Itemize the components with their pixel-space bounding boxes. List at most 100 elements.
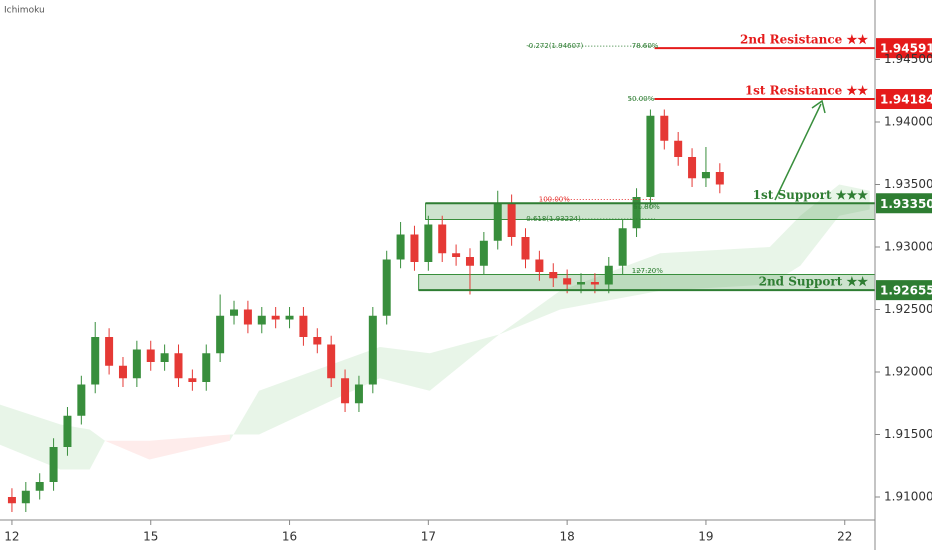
candle-body bbox=[646, 115, 655, 197]
level-name: 1st Support ★★★ bbox=[753, 188, 869, 202]
candle-body bbox=[146, 349, 155, 362]
candle-body bbox=[660, 115, 669, 141]
candle-body bbox=[202, 353, 211, 382]
candle-body bbox=[410, 234, 419, 262]
candle-body bbox=[549, 272, 558, 279]
fib-label: -0.272(1.94607) bbox=[526, 42, 583, 50]
candle-body bbox=[563, 278, 572, 285]
candle-body bbox=[216, 315, 225, 354]
candle-body bbox=[285, 315, 294, 320]
candle-body bbox=[715, 172, 724, 185]
candle-body bbox=[7, 497, 16, 504]
candle-body bbox=[577, 282, 586, 285]
candle-body bbox=[188, 378, 197, 382]
cloud-segment bbox=[660, 247, 770, 291]
candle-body bbox=[465, 257, 474, 266]
candle-body bbox=[118, 365, 127, 379]
candle-body bbox=[35, 482, 44, 491]
candle-body bbox=[174, 353, 183, 379]
level-name: 1st Resistance ★★ bbox=[745, 84, 868, 98]
arrow bbox=[774, 103, 822, 201]
x-tick-label: 19 bbox=[698, 530, 713, 544]
x-tick-label: 18 bbox=[559, 530, 574, 544]
arrow-head bbox=[811, 99, 826, 114]
indicator-label: Ichimoku bbox=[4, 6, 45, 16]
cloud-segment bbox=[104, 440, 150, 460]
fib-label: 100.00% bbox=[539, 196, 570, 204]
candle-body bbox=[674, 140, 683, 157]
candle-body bbox=[132, 349, 141, 379]
level-tag bbox=[876, 89, 932, 109]
candle-body bbox=[368, 315, 377, 385]
fib-label: 78.60% bbox=[632, 42, 659, 50]
cloud-segment bbox=[149, 434, 230, 460]
y-tick-label: 1.94000 bbox=[884, 115, 932, 129]
cloud-segment bbox=[379, 347, 430, 391]
x-tick-label: 16 bbox=[282, 530, 297, 544]
level-name: 2nd Support ★★ bbox=[759, 275, 869, 289]
candle-body bbox=[396, 234, 405, 260]
fib-label: 50.00% bbox=[628, 95, 655, 103]
y-tick-label: 1.91000 bbox=[884, 490, 932, 504]
candle-body bbox=[327, 344, 336, 379]
candle-body bbox=[382, 259, 391, 316]
y-tick-label: 1.92500 bbox=[884, 302, 932, 316]
x-tick-label: 22 bbox=[837, 530, 852, 544]
candle-body bbox=[63, 415, 72, 447]
cloud-segment bbox=[839, 184, 870, 216]
cloud-segment bbox=[769, 215, 801, 285]
candle-body bbox=[590, 282, 599, 285]
candle-body bbox=[77, 384, 86, 416]
candle-body bbox=[507, 203, 516, 237]
candle-body bbox=[535, 259, 544, 272]
candle-body bbox=[521, 237, 530, 260]
fib-label: 127.20% bbox=[632, 267, 663, 275]
candle-body bbox=[701, 172, 710, 179]
level-tag-label: 1.92655 bbox=[880, 284, 932, 298]
y-tick-label: 1.91500 bbox=[884, 427, 932, 441]
x-tick-label: 17 bbox=[421, 530, 436, 544]
cloud-segment bbox=[0, 404, 61, 470]
y-tick-label: 1.93000 bbox=[884, 240, 932, 254]
level-tag-label: 1.93350 bbox=[880, 197, 932, 211]
cloud-segment bbox=[800, 184, 840, 266]
candle-body bbox=[354, 384, 363, 404]
candle-body bbox=[632, 197, 641, 229]
candle-body bbox=[604, 265, 613, 285]
y-tick-label: 1.93500 bbox=[884, 177, 932, 191]
candle-body bbox=[160, 353, 169, 362]
candle-body bbox=[91, 337, 100, 385]
candle-body bbox=[618, 228, 627, 266]
x-tick-label: 12 bbox=[4, 530, 19, 544]
candle-body bbox=[313, 337, 322, 345]
cloud-segment bbox=[499, 290, 561, 335]
candle-body bbox=[424, 224, 433, 262]
candle-body bbox=[21, 490, 30, 504]
candle-body bbox=[688, 157, 697, 179]
level-tag bbox=[876, 38, 932, 59]
level-tag bbox=[876, 280, 932, 301]
cloud-segment bbox=[259, 347, 380, 435]
candle-body bbox=[452, 253, 461, 257]
cloud-segment bbox=[229, 390, 260, 441]
candle-body bbox=[341, 378, 350, 404]
fib-label: 0.618(1.93224) bbox=[526, 215, 581, 223]
level-tag bbox=[876, 193, 932, 214]
y-tick-label: 1.92000 bbox=[884, 365, 932, 379]
candle-body bbox=[438, 224, 447, 254]
candle-body bbox=[230, 309, 239, 316]
y-tick-label: 1.94500 bbox=[884, 52, 932, 66]
level-name: 2nd Resistance ★★ bbox=[740, 33, 868, 47]
fib-label: 61.80% bbox=[633, 203, 660, 211]
cloud-segment bbox=[429, 334, 500, 391]
candle-body bbox=[479, 240, 488, 266]
level-tag-label: 1.94591 bbox=[880, 42, 932, 56]
level-tag-label: 1.94184 bbox=[880, 93, 932, 107]
candle-body bbox=[271, 315, 280, 320]
candle-body bbox=[105, 337, 114, 366]
candle-body bbox=[493, 203, 502, 241]
candle-body bbox=[49, 447, 58, 482]
candle-body bbox=[299, 315, 308, 337]
cloud-segment bbox=[89, 429, 105, 470]
